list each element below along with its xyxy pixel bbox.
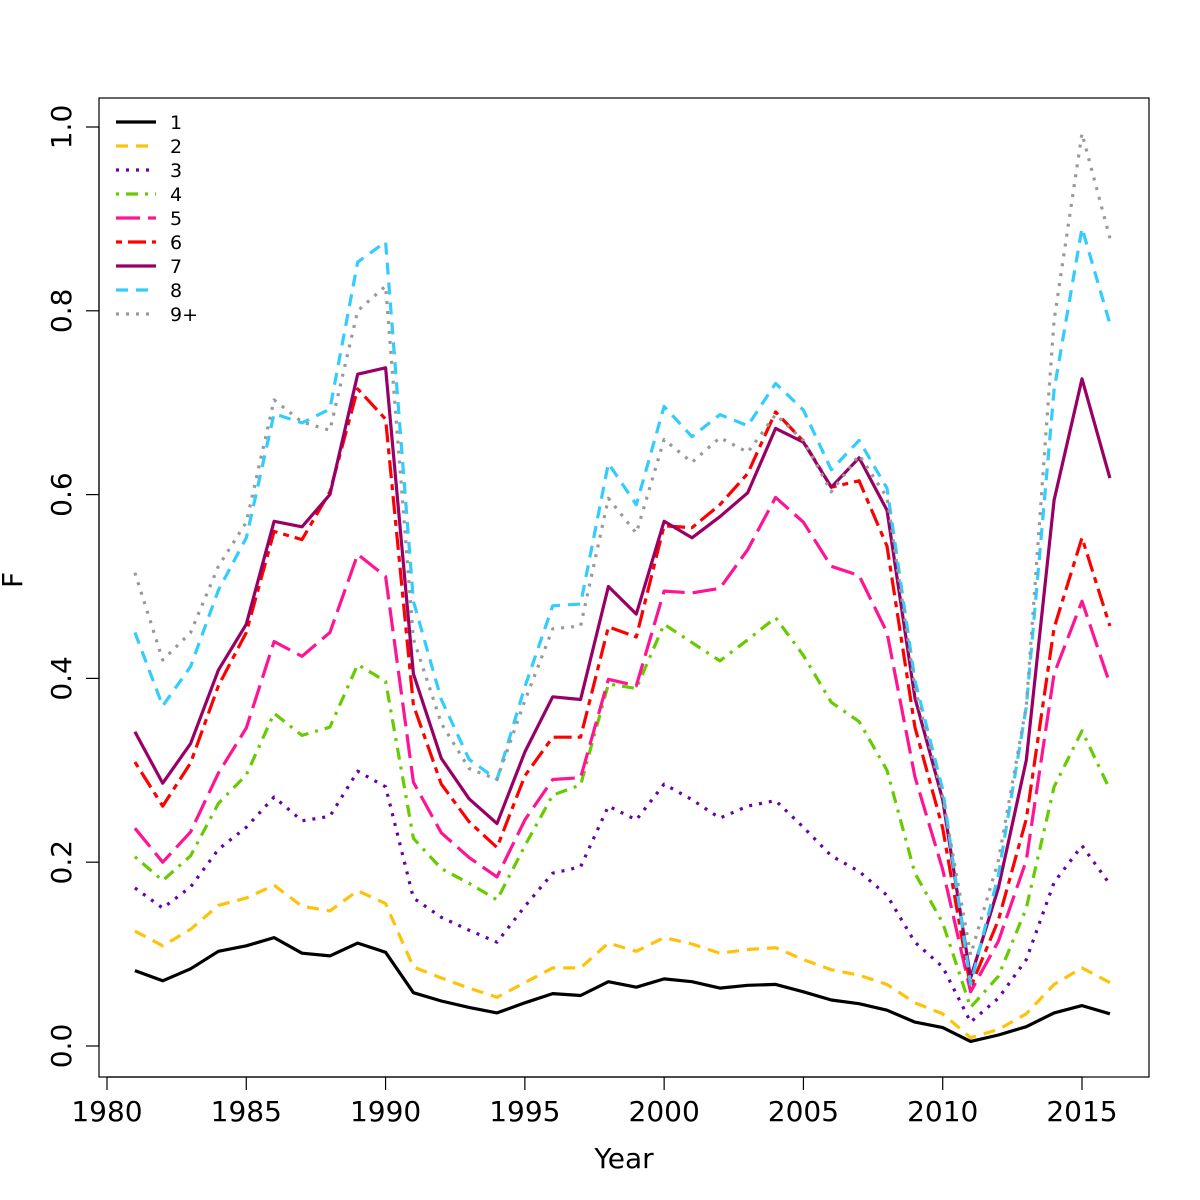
x-tick-label: 1980 — [71, 1095, 142, 1128]
series-line-4 — [133, 616, 1112, 1010]
series-line-1 — [134, 935, 1111, 1044]
y-tick-label: 0.2 — [45, 840, 78, 885]
y-tick-label: 1.0 — [45, 105, 78, 150]
x-tick-label: 1990 — [350, 1095, 421, 1128]
legend-label: 1 — [170, 112, 182, 134]
y-axis-label: F — [0, 572, 29, 588]
y-tick-label: 0.0 — [45, 1024, 78, 1069]
series-line-3 — [133, 769, 1112, 1024]
legend-label: 8 — [170, 280, 182, 302]
series-lines — [133, 131, 1112, 1044]
x-tick-label: 1995 — [489, 1095, 560, 1128]
legend-label: 2 — [170, 136, 182, 158]
y-tick-label: 0.4 — [45, 656, 78, 701]
legend-label: 6 — [170, 232, 182, 254]
axes: 1980 1985 1990 1995 2000 2005 2010 2015 0.0 0.2 0.… — [45, 105, 1118, 1128]
x-tick-label: 2000 — [629, 1095, 700, 1128]
legend-label: 7 — [170, 256, 182, 278]
series-line-2 — [134, 883, 1111, 1040]
y-tick-label: 0.8 — [45, 289, 78, 334]
legend-label: 9+ — [170, 304, 198, 326]
series-line-8 — [133, 226, 1112, 987]
legend-label: 4 — [170, 184, 182, 206]
x-tick-label: 2010 — [907, 1095, 978, 1128]
x-tick-label: 2005 — [768, 1095, 839, 1128]
x-tick-label: 1985 — [211, 1095, 282, 1128]
series-line-9+ — [133, 131, 1112, 957]
legend-label: 3 — [170, 160, 182, 182]
x-tick-label: 2015 — [1046, 1095, 1117, 1128]
series-line-5 — [133, 495, 1112, 994]
x-axis-label: Year — [593, 1142, 654, 1175]
legend-label: 5 — [170, 208, 182, 230]
series-line-7 — [133, 366, 1112, 980]
series-line-6 — [133, 387, 1112, 989]
y-tick-label: 0.6 — [45, 472, 78, 517]
